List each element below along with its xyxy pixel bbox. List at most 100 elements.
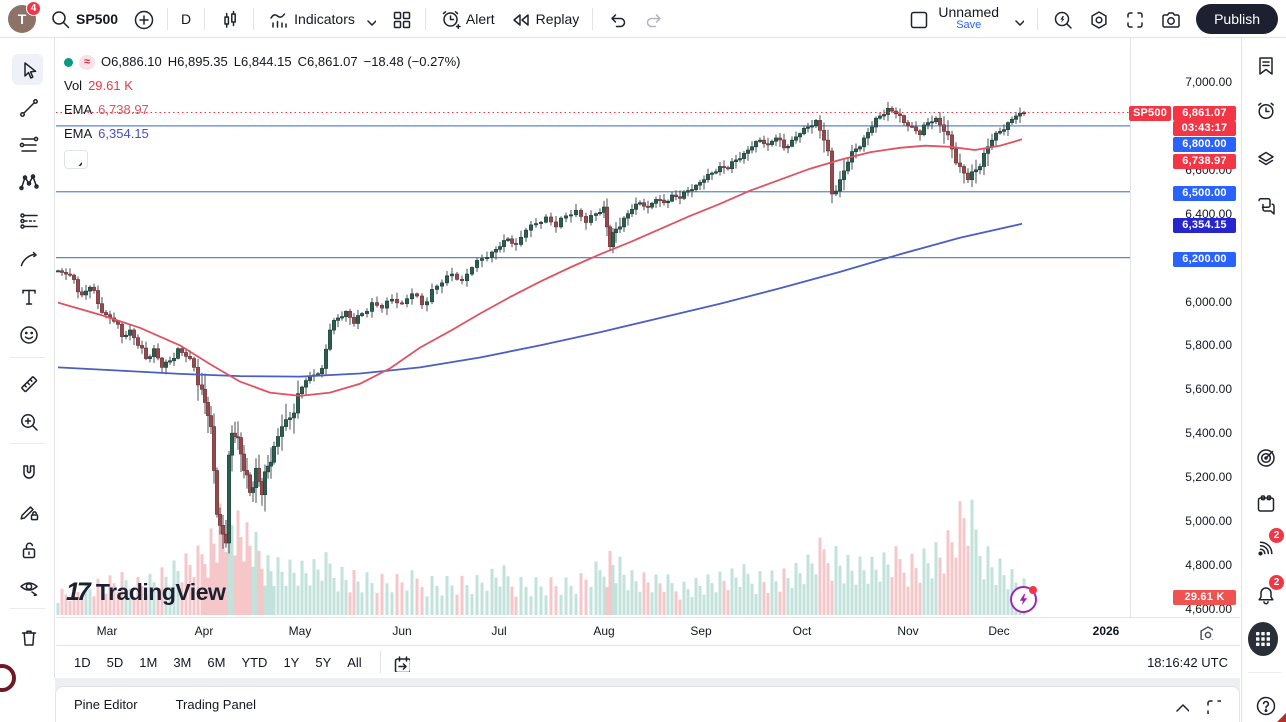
expand-panel-chevron-icon[interactable] — [1171, 696, 1189, 714]
object-tree-button[interactable] — [1250, 143, 1280, 173]
snapshot-button[interactable] — [1152, 5, 1188, 33]
user-avatar[interactable]: T 4 — [8, 0, 41, 33]
ideas-button[interactable] — [1250, 442, 1280, 472]
apps-menu-button[interactable] — [1248, 622, 1278, 656]
alerts-button[interactable] — [1250, 95, 1280, 125]
text-tool[interactable] — [12, 280, 43, 311]
chart-pane[interactable]: 17 TradingView ≈ O6,886.10 H6,895.35 L6,… — [56, 38, 1130, 617]
price-axis-badge: 29.61 K — [1173, 589, 1236, 605]
ai-assistant-button[interactable] — [1010, 586, 1037, 613]
position-tool[interactable] — [12, 204, 43, 235]
range-button-6m[interactable]: 6M — [207, 654, 226, 670]
timeframe-label: D — [181, 10, 192, 27]
price-tick: 5,600.00 — [1185, 382, 1232, 397]
price-axis-badge: 6,800.00 — [1173, 136, 1236, 152]
time-axis-label: Dec — [988, 624, 1010, 638]
symbol-legend-row[interactable]: ≈ O6,886.10 H6,895.35 L6,844.15 C6,861.0… — [64, 50, 460, 74]
chevron-down-icon — [367, 19, 376, 26]
compare-add-symbol-button[interactable] — [125, 5, 161, 33]
timeframe-button[interactable]: D — [174, 5, 198, 33]
range-button-3m[interactable]: 3M — [173, 654, 192, 670]
drawing-mode-tool[interactable] — [12, 495, 43, 526]
trend-line-tool[interactable] — [12, 91, 43, 122]
ema-slow-value: 6,354.15 — [98, 126, 149, 141]
range-button-5d[interactable]: 5D — [106, 654, 124, 670]
remove-drawings-tool[interactable] — [12, 621, 43, 652]
chart-settings-button[interactable] — [1080, 5, 1116, 33]
range-button-5y[interactable]: 5Y — [315, 654, 332, 670]
help-button[interactable] — [1254, 694, 1276, 716]
pattern-xabcd-tool[interactable] — [12, 165, 43, 196]
go-to-date-button[interactable] — [391, 653, 410, 672]
unlocked-padlock-icon — [22, 542, 35, 558]
range-button-1d[interactable]: 1D — [74, 654, 91, 670]
tradingview-logo-icon: 17 — [66, 578, 91, 606]
legend-collapse-button[interactable] — [64, 150, 88, 169]
fib-retracement-tool[interactable] — [12, 128, 43, 159]
notifications-button[interactable]: 2 — [1250, 575, 1284, 609]
zoom-in-tool[interactable] — [12, 405, 43, 436]
quick-search-button[interactable] — [1044, 5, 1080, 33]
corner-overlay-fragment — [1277, 713, 1286, 722]
price-axis[interactable]: 7,000.006,800.006,600.006,400.006,200.00… — [1129, 38, 1240, 617]
text-icon — [21, 289, 36, 305]
measure-tool[interactable] — [12, 367, 43, 398]
ema-slow-legend-row[interactable]: EMA 6,354.15 — [64, 122, 460, 146]
fib-retracement-icon — [19, 136, 38, 152]
tradingview-wordmark: TradingView — [95, 579, 226, 605]
save-link[interactable]: Save — [956, 18, 982, 31]
brush-tool[interactable] — [12, 242, 43, 273]
timezone-clock[interactable]: 18:16:42 UTC — [1147, 654, 1228, 670]
lock-all-drawings-tool[interactable] — [12, 533, 43, 564]
price-tick: 6,000.00 — [1185, 294, 1232, 309]
go-to-date-icon — [394, 655, 410, 672]
magnet-tool[interactable] — [12, 457, 43, 488]
time-axis-label: Mar — [96, 624, 118, 638]
chat-button[interactable] — [1250, 190, 1280, 220]
price-tick: 5,800.00 — [1185, 338, 1232, 353]
symbol-search-button[interactable]: SP500 — [42, 5, 125, 33]
volume-legend-row[interactable]: Vol 29.61 K — [64, 74, 460, 98]
date-range-buttons: 1D 5D 1M 3M 6M YTD 1Y 5Y All — [66, 652, 370, 673]
range-button-1y[interactable]: 1Y — [283, 654, 300, 670]
top-toolbar: T 4 SP500 D Indicators — [0, 0, 1286, 38]
grid-layout-button[interactable] — [383, 5, 419, 33]
watchlist-button[interactable] — [1250, 50, 1280, 80]
streams-button[interactable]: 2 — [1250, 528, 1284, 562]
chart-style-button[interactable] — [211, 5, 247, 33]
axis-settings-button[interactable] — [1196, 623, 1213, 640]
ema-fast-legend-row[interactable]: EMA 6,738.97 — [64, 98, 460, 122]
calendar-button[interactable] — [1250, 488, 1280, 518]
indicators-button[interactable]: Indicators — [260, 5, 383, 33]
toolbar-divider — [204, 7, 206, 30]
replay-button[interactable]: Replay — [502, 5, 587, 33]
range-button-all[interactable]: All — [347, 654, 362, 670]
tab-trading-panel[interactable]: Trading Panel — [175, 697, 257, 712]
ema-slow-line — [57, 222, 1023, 378]
time-axis-label: Jun — [392, 624, 412, 638]
data-mode-pill[interactable]: ≈ — [79, 54, 96, 70]
undo-button[interactable] — [599, 5, 635, 33]
range-button-ytd[interactable]: YTD — [241, 654, 268, 670]
ohlc-change: −18.48 (−0.27%) — [363, 54, 461, 69]
alert-clock-plus-icon — [442, 10, 461, 29]
cursor-tool[interactable] — [12, 54, 43, 85]
fullscreen-button[interactable] — [1116, 5, 1152, 33]
redo-button[interactable] — [635, 5, 671, 33]
price-axis-badge: 03:43:17 — [1173, 120, 1236, 136]
publish-button[interactable]: Publish — [1196, 3, 1278, 34]
toolbar-divider — [253, 7, 255, 30]
range-button-1m[interactable]: 1M — [139, 654, 158, 670]
bell-icon — [1258, 587, 1274, 605]
layers-icon — [1258, 151, 1274, 166]
alert-button[interactable]: Alert — [432, 5, 502, 33]
maximize-panel-icon[interactable] — [1203, 696, 1221, 714]
bottom-panel: Pine Editor Trading Panel — [55, 686, 1240, 722]
hide-all-drawings-tool[interactable] — [12, 570, 43, 601]
tab-pine-editor[interactable]: Pine Editor — [74, 697, 138, 712]
layout-select-button[interactable]: Unnamed Save — [900, 5, 1031, 33]
time-axis[interactable]: Mar Apr May Jun Jul Aug Sep Oct Nov Dec 2026 — [56, 617, 1130, 645]
emoji-tool[interactable] — [12, 318, 43, 349]
gear-hexagon-icon — [1091, 10, 1107, 29]
ohlc-low: L6,844.15 — [233, 54, 292, 69]
